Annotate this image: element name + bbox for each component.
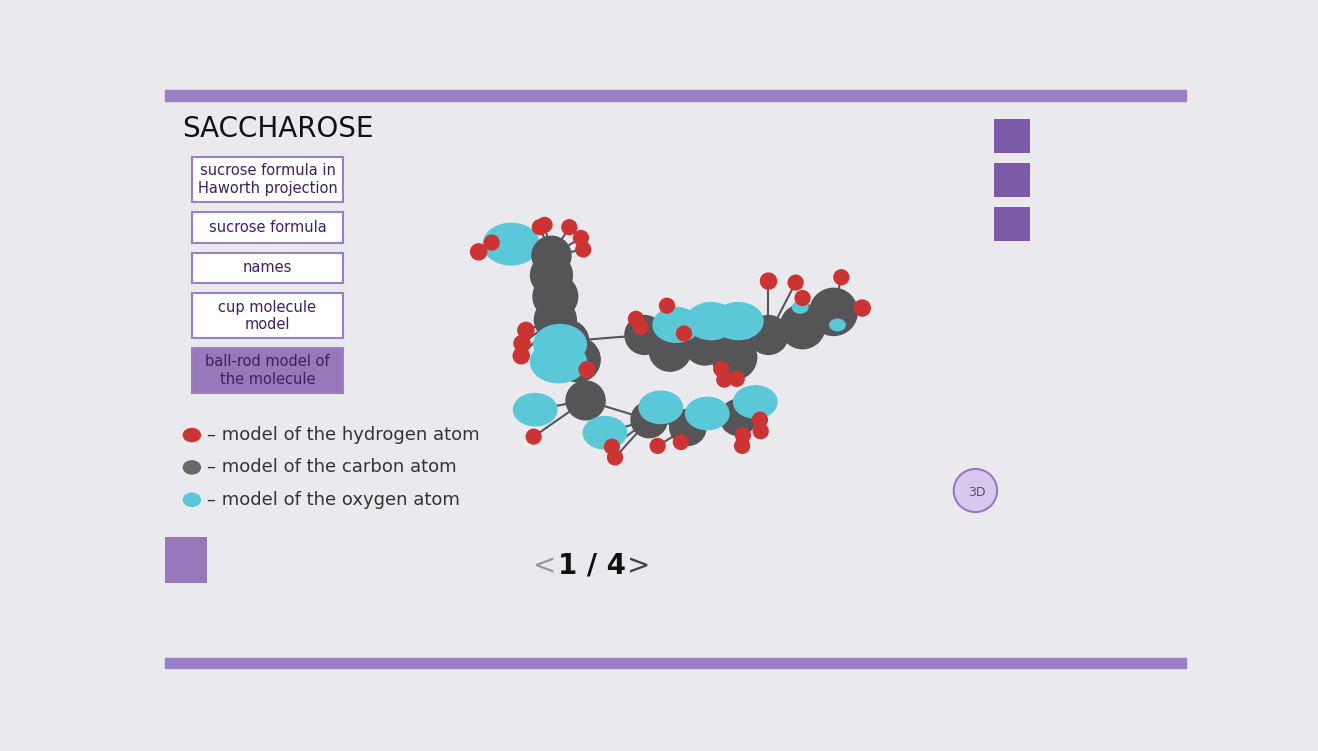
Ellipse shape: [676, 326, 692, 341]
Ellipse shape: [605, 439, 619, 454]
Ellipse shape: [830, 319, 845, 330]
Ellipse shape: [531, 254, 572, 296]
Ellipse shape: [514, 336, 530, 351]
Ellipse shape: [526, 430, 542, 444]
Ellipse shape: [534, 299, 576, 340]
Ellipse shape: [639, 391, 683, 424]
FancyBboxPatch shape: [165, 537, 207, 583]
Ellipse shape: [584, 417, 626, 449]
Ellipse shape: [608, 450, 622, 465]
FancyBboxPatch shape: [192, 252, 343, 283]
Text: sucrose formula: sucrose formula: [208, 220, 327, 234]
Ellipse shape: [513, 348, 530, 363]
Ellipse shape: [788, 275, 803, 290]
Ellipse shape: [780, 304, 825, 348]
Ellipse shape: [633, 320, 648, 335]
Text: 3D: 3D: [969, 486, 986, 499]
Ellipse shape: [561, 220, 577, 234]
Ellipse shape: [717, 372, 731, 387]
Ellipse shape: [854, 300, 870, 316]
Ellipse shape: [532, 220, 547, 234]
Ellipse shape: [573, 231, 588, 246]
Ellipse shape: [484, 235, 500, 250]
Text: names: names: [243, 261, 293, 276]
Ellipse shape: [729, 372, 745, 386]
Ellipse shape: [534, 324, 587, 363]
Bar: [165, 90, 1186, 101]
FancyBboxPatch shape: [192, 212, 343, 243]
Ellipse shape: [514, 394, 558, 426]
Ellipse shape: [518, 322, 534, 339]
Ellipse shape: [720, 400, 757, 436]
FancyBboxPatch shape: [192, 294, 343, 338]
Ellipse shape: [834, 270, 849, 285]
Ellipse shape: [471, 244, 486, 260]
Text: >: >: [627, 552, 651, 580]
FancyBboxPatch shape: [994, 119, 1029, 153]
Ellipse shape: [555, 337, 600, 382]
Ellipse shape: [735, 427, 750, 442]
Text: sucrose formula in
Haworth projection: sucrose formula in Haworth projection: [198, 163, 337, 196]
Text: cup molecule
model: cup molecule model: [219, 300, 316, 332]
Ellipse shape: [484, 223, 539, 265]
Ellipse shape: [531, 341, 587, 383]
Text: SACCHAROSE: SACCHAROSE: [182, 115, 373, 143]
Ellipse shape: [536, 218, 552, 232]
Ellipse shape: [734, 386, 778, 418]
Ellipse shape: [712, 335, 757, 379]
Ellipse shape: [809, 288, 857, 336]
Circle shape: [954, 469, 998, 512]
Ellipse shape: [183, 461, 200, 474]
Ellipse shape: [629, 312, 643, 326]
Ellipse shape: [749, 315, 788, 354]
Ellipse shape: [547, 321, 589, 362]
FancyBboxPatch shape: [192, 157, 343, 202]
Ellipse shape: [631, 402, 667, 438]
Ellipse shape: [652, 308, 700, 342]
Ellipse shape: [659, 298, 675, 313]
Ellipse shape: [753, 412, 767, 427]
Ellipse shape: [576, 242, 590, 257]
Ellipse shape: [532, 274, 577, 318]
Ellipse shape: [565, 381, 605, 420]
Text: 1 / 4: 1 / 4: [558, 552, 626, 580]
FancyBboxPatch shape: [994, 163, 1029, 198]
Text: – model of the hydrogen atom: – model of the hydrogen atom: [207, 426, 480, 444]
Ellipse shape: [734, 439, 750, 454]
Ellipse shape: [760, 273, 776, 289]
Ellipse shape: [579, 362, 596, 378]
Text: – model of the oxygen atom: – model of the oxygen atom: [207, 490, 460, 508]
FancyBboxPatch shape: [192, 348, 343, 393]
Ellipse shape: [183, 429, 200, 442]
Ellipse shape: [685, 397, 729, 430]
Ellipse shape: [625, 315, 664, 354]
Bar: [165, 658, 1186, 668]
Ellipse shape: [713, 303, 763, 339]
Ellipse shape: [673, 435, 688, 449]
Ellipse shape: [532, 237, 571, 275]
Ellipse shape: [714, 361, 729, 376]
Text: – model of the carbon atom: – model of the carbon atom: [207, 458, 457, 476]
Ellipse shape: [795, 291, 811, 306]
Ellipse shape: [183, 493, 200, 506]
Ellipse shape: [670, 409, 706, 445]
Text: ball-rod model of
the molecule: ball-rod model of the molecule: [206, 354, 330, 387]
Ellipse shape: [684, 324, 726, 365]
Text: <: <: [532, 552, 556, 580]
Ellipse shape: [650, 330, 691, 371]
Ellipse shape: [754, 424, 768, 439]
Ellipse shape: [792, 301, 808, 313]
Ellipse shape: [687, 303, 735, 339]
FancyBboxPatch shape: [994, 207, 1029, 241]
Ellipse shape: [650, 439, 666, 454]
